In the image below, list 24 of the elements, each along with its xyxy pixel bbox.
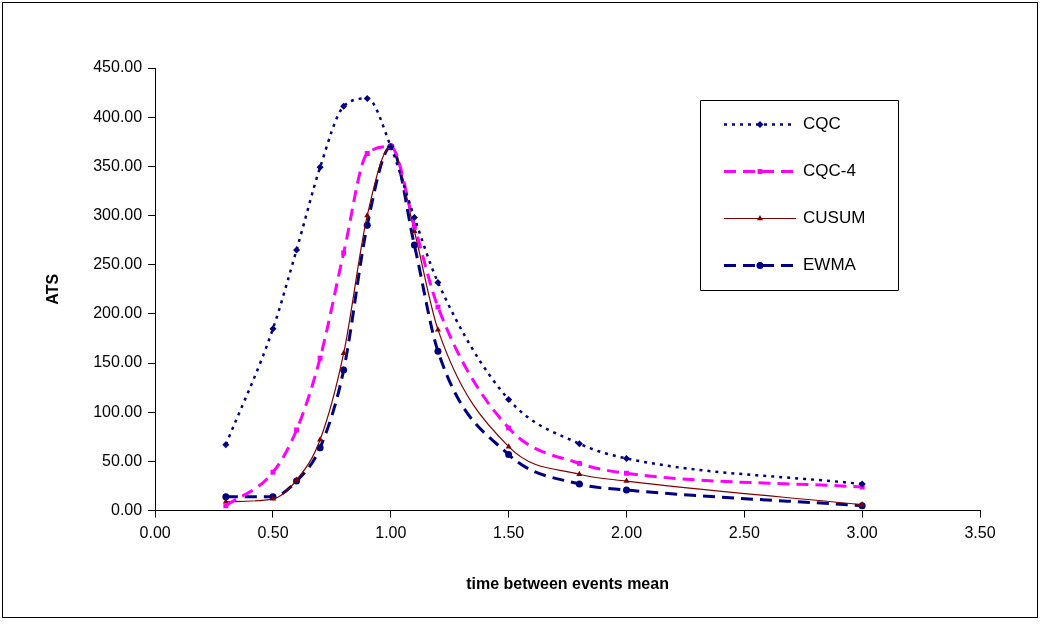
x-tick-label: 2.50 — [728, 523, 760, 541]
x-tick-label: 1.50 — [493, 523, 525, 541]
y-tick-label: 200.00 — [93, 304, 143, 322]
y-tick-label: 300.00 — [93, 205, 143, 223]
y-tick-label: 250.00 — [93, 255, 143, 273]
x-tick-label: 0.50 — [257, 523, 289, 541]
y-tick-label: 100.00 — [93, 402, 143, 420]
x-axis-title: time between events mean — [466, 574, 669, 592]
legend-label: CQC — [803, 114, 841, 134]
y-tick-label: 450.00 — [93, 58, 143, 76]
x-tick-label: 0.00 — [139, 523, 171, 541]
y-tick-label: 350.00 — [93, 156, 143, 174]
y-tick-label: 0.00 — [111, 501, 143, 519]
x-tick-label: 3.50 — [964, 523, 996, 541]
legend-label: EWMA — [803, 255, 857, 275]
x-tick-label: 2.00 — [610, 523, 643, 541]
y-tick-label: 50.00 — [102, 451, 143, 469]
y-tick-label: 150.00 — [93, 353, 143, 371]
x-tick-label: 3.00 — [846, 523, 878, 541]
legend-label: CQC-4 — [803, 161, 856, 181]
y-axis-title: ATS — [44, 273, 62, 305]
y-tick-label: 400.00 — [93, 107, 143, 125]
legend-label: CUSUM — [803, 208, 866, 228]
x-tick-label: 1.00 — [375, 523, 407, 541]
